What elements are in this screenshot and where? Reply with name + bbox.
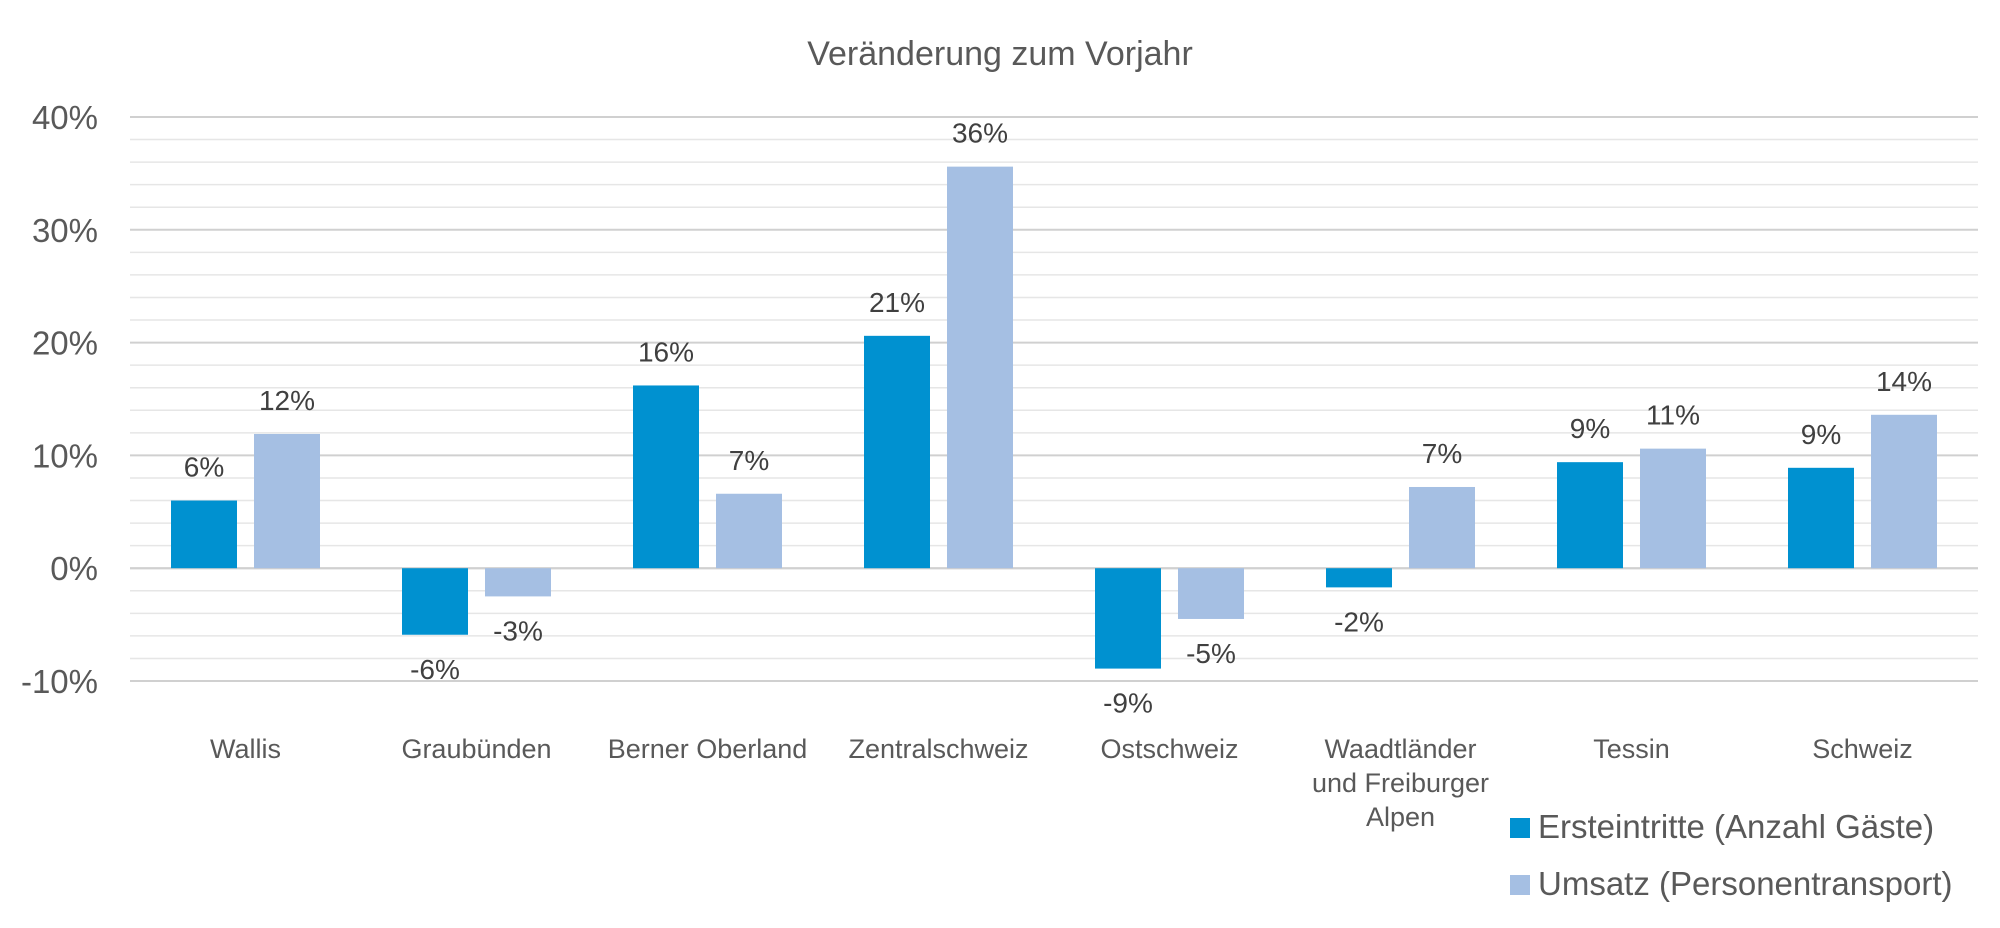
legend-swatch: [1510, 818, 1530, 838]
data-label: -3%: [493, 615, 543, 646]
chart-title: Veränderung zum Vorjahr: [807, 35, 1193, 73]
data-label: 9%: [1570, 413, 1610, 444]
bar-series-1-7: [1557, 462, 1623, 569]
data-label: 7%: [729, 445, 769, 476]
x-tick-label: Tessin: [1593, 734, 1670, 764]
bar-series-2-6: [1409, 486, 1475, 569]
bar-series-2-3: [716, 493, 782, 569]
y-tick-label: 10%: [32, 437, 98, 474]
data-label: 36%: [952, 118, 1008, 149]
data-label: -9%: [1103, 688, 1153, 719]
data-label: 11%: [1646, 400, 1700, 431]
bars: [171, 166, 1937, 669]
data-label: 9%: [1801, 419, 1841, 450]
data-label: 12%: [259, 385, 315, 416]
y-tick-label: 40%: [32, 99, 98, 136]
bar-series-1-5: [1095, 568, 1161, 669]
bar-series-1-4: [864, 335, 930, 569]
bar-series-2-8: [1871, 414, 1937, 569]
data-label: 16%: [638, 336, 694, 367]
x-axis-ticks: Wallis Graubünden Berner Oberland Zentralsc…: [210, 734, 1913, 832]
data-label: -5%: [1186, 638, 1236, 669]
x-tick-label: Graubünden: [401, 734, 551, 764]
bar-series-1-1: [171, 500, 237, 569]
legend: Ersteintritte (Anzahl Gäste) Umsatz (Pers…: [1510, 808, 1952, 902]
y-axis-ticks: 40% 30% 20% 10% 0% -10%: [21, 99, 98, 700]
bar-series-2-1: [254, 433, 320, 569]
bar-series-1-2: [402, 568, 468, 635]
data-label: 21%: [869, 287, 925, 318]
bar-series-2-7: [1640, 448, 1706, 569]
x-tick-label: und Freiburger: [1312, 768, 1489, 798]
data-label: -2%: [1334, 606, 1384, 637]
data-label: 6%: [184, 452, 224, 483]
x-tick-label: Schweiz: [1812, 734, 1913, 764]
y-tick-label: -10%: [21, 663, 98, 700]
x-tick-label: Ostschweiz: [1100, 734, 1238, 764]
bar-series-2-4: [947, 166, 1013, 569]
legend-swatch: [1510, 875, 1530, 895]
data-label: -6%: [410, 654, 460, 685]
bar-series-1-6: [1326, 568, 1392, 588]
data-label: 14%: [1876, 366, 1932, 397]
x-tick-label: Berner Oberland: [608, 734, 808, 764]
data-label: 7%: [1422, 438, 1462, 469]
x-tick-label: Zentralschweiz: [848, 734, 1028, 764]
y-tick-label: 0%: [50, 550, 98, 587]
x-tick-label: Alpen: [1366, 802, 1435, 832]
bar-series-1-8: [1788, 467, 1854, 569]
bar-series-2-5: [1178, 568, 1244, 619]
bar-series-1-3: [633, 385, 699, 569]
legend-label: Umsatz (Personentransport): [1538, 865, 1952, 902]
legend-label: Ersteintritte (Anzahl Gäste): [1538, 808, 1934, 845]
bar-series-2-2: [485, 568, 551, 597]
x-tick-label: Wallis: [210, 734, 281, 764]
data-labels: 6% 12% -6% -3% 16% 7% 21% 36% -9% -5% -2% 7% 9% 11% 9%…: [184, 118, 1932, 719]
y-tick-label: 30%: [32, 212, 98, 249]
x-tick-label: Waadtländer: [1324, 734, 1476, 764]
y-tick-label: 20%: [32, 325, 98, 362]
